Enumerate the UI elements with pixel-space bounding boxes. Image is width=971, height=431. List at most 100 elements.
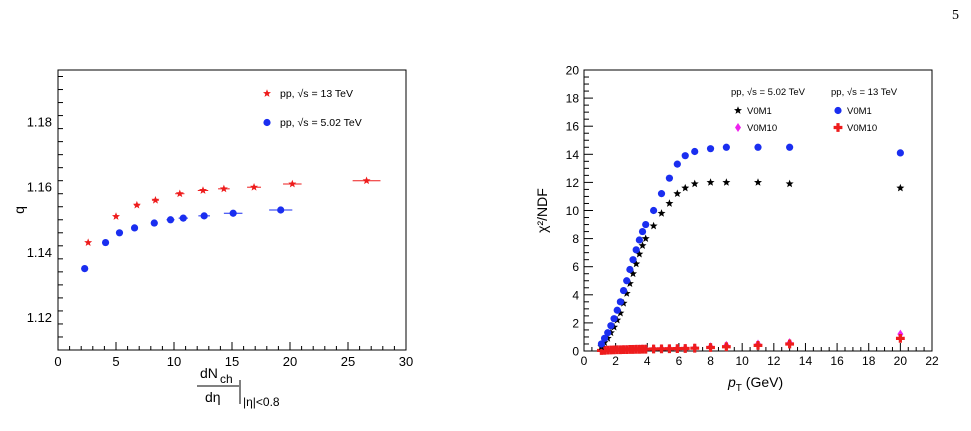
data-point bbox=[288, 179, 297, 188]
x-tick-label: 5 bbox=[112, 354, 119, 369]
legend-marker bbox=[263, 118, 271, 127]
y-tick-label: 8 bbox=[572, 232, 579, 246]
series-2 bbox=[597, 143, 904, 348]
data-point bbox=[681, 183, 690, 192]
x-tick-label: 20 bbox=[283, 354, 297, 369]
data-point bbox=[649, 344, 658, 354]
data-point bbox=[650, 206, 658, 215]
y-tick-label: 0 bbox=[572, 345, 579, 359]
data-point bbox=[896, 183, 905, 192]
data-point bbox=[200, 212, 208, 220]
y-tick-label: 10 bbox=[566, 204, 580, 218]
data-point bbox=[672, 344, 682, 354]
x-label-condition: |η|<0.8 bbox=[243, 395, 280, 409]
data-point bbox=[132, 200, 141, 209]
data-point bbox=[199, 186, 207, 194]
data-point bbox=[665, 199, 674, 207]
x-tick-label: 6 bbox=[676, 354, 683, 368]
x-tick-label: 14 bbox=[799, 354, 813, 368]
data-point bbox=[629, 256, 637, 264]
data-point bbox=[657, 209, 666, 217]
x-tick-label: 16 bbox=[830, 354, 844, 368]
data-point bbox=[150, 219, 158, 227]
data-point bbox=[785, 179, 794, 188]
data-point bbox=[722, 143, 730, 151]
x-tick-label: 0 bbox=[54, 354, 61, 369]
data-point bbox=[754, 178, 762, 186]
data-point bbox=[600, 334, 609, 342]
legend-marker bbox=[833, 123, 843, 132]
x-tick-label: 22 bbox=[925, 354, 939, 368]
data-point bbox=[101, 238, 110, 247]
data-point bbox=[786, 143, 794, 151]
data-point bbox=[657, 190, 666, 198]
data-point bbox=[665, 344, 674, 354]
y-axis-label: q bbox=[11, 206, 27, 214]
x-label-numerator-sub: ch bbox=[220, 372, 233, 386]
data-point bbox=[616, 298, 624, 306]
x-axis-label: pT (GeV) bbox=[727, 374, 783, 394]
data-point bbox=[597, 340, 606, 348]
legend-label: V0M10 bbox=[747, 123, 777, 134]
data-point bbox=[179, 214, 187, 222]
x-tick-label: 25 bbox=[341, 354, 355, 369]
y-tick-label: 14 bbox=[566, 148, 580, 162]
data-point bbox=[600, 338, 609, 346]
data-point bbox=[753, 340, 763, 350]
data-point bbox=[706, 145, 715, 153]
data-point bbox=[896, 149, 904, 157]
data-point bbox=[649, 221, 658, 230]
y-tick-label: 20 bbox=[566, 64, 580, 78]
data-point bbox=[641, 344, 651, 354]
x-label-denominator: dη bbox=[205, 389, 221, 405]
y-axis-label: χ²/NDF bbox=[534, 188, 550, 233]
data-point bbox=[166, 216, 175, 224]
data-point bbox=[657, 344, 666, 354]
x-tick-label: 8 bbox=[707, 354, 714, 368]
y-tick-label: 1.14 bbox=[27, 245, 52, 260]
series-0 bbox=[84, 176, 381, 246]
data-point bbox=[130, 224, 139, 232]
data-point bbox=[629, 269, 638, 278]
series-3 bbox=[597, 333, 905, 355]
y-tick-label: 1.16 bbox=[27, 180, 52, 195]
data-point bbox=[632, 259, 641, 268]
y-tick-label: 12 bbox=[566, 176, 580, 190]
y-tick-label: 1.18 bbox=[27, 115, 52, 130]
series-1 bbox=[81, 206, 293, 273]
legend-marker bbox=[735, 123, 741, 132]
data-point bbox=[613, 306, 621, 314]
legend-marker bbox=[834, 106, 842, 115]
x-tick-label: 18 bbox=[862, 354, 876, 368]
data-point bbox=[625, 279, 634, 287]
legend-label: pp, √s = 13 TeV bbox=[280, 88, 353, 100]
data-point bbox=[219, 184, 228, 193]
x-tick-label: 30 bbox=[399, 354, 413, 369]
legend: pp, √s = 5.02 TeV pp, √s = 13 TeV V0M1 V0M1… bbox=[731, 87, 898, 134]
data-point bbox=[680, 344, 690, 353]
data-point bbox=[115, 229, 124, 237]
data-point bbox=[665, 174, 674, 182]
x-tick-label: 20 bbox=[894, 354, 908, 368]
data-point bbox=[616, 308, 625, 317]
y-tick-label: 16 bbox=[566, 120, 580, 134]
data-point bbox=[362, 176, 371, 185]
data-point bbox=[112, 212, 120, 220]
data-point bbox=[175, 189, 184, 198]
legend-header: pp, √s = 5.02 TeV bbox=[731, 87, 806, 98]
x-tick-label: 12 bbox=[767, 354, 781, 368]
data-point bbox=[151, 196, 160, 204]
data-point bbox=[635, 249, 644, 258]
data-point bbox=[642, 220, 650, 229]
legend-label: pp, √s = 5.02 TeV bbox=[280, 117, 362, 129]
legend: pp, √s = 13 TeV pp, √s = 5.02 TeV bbox=[263, 88, 362, 129]
data-point bbox=[604, 329, 612, 337]
data-point bbox=[706, 178, 715, 186]
data-point bbox=[673, 189, 682, 198]
data-point bbox=[722, 178, 731, 186]
data-point bbox=[895, 333, 905, 343]
data-point bbox=[635, 236, 643, 244]
data-point bbox=[690, 343, 700, 353]
